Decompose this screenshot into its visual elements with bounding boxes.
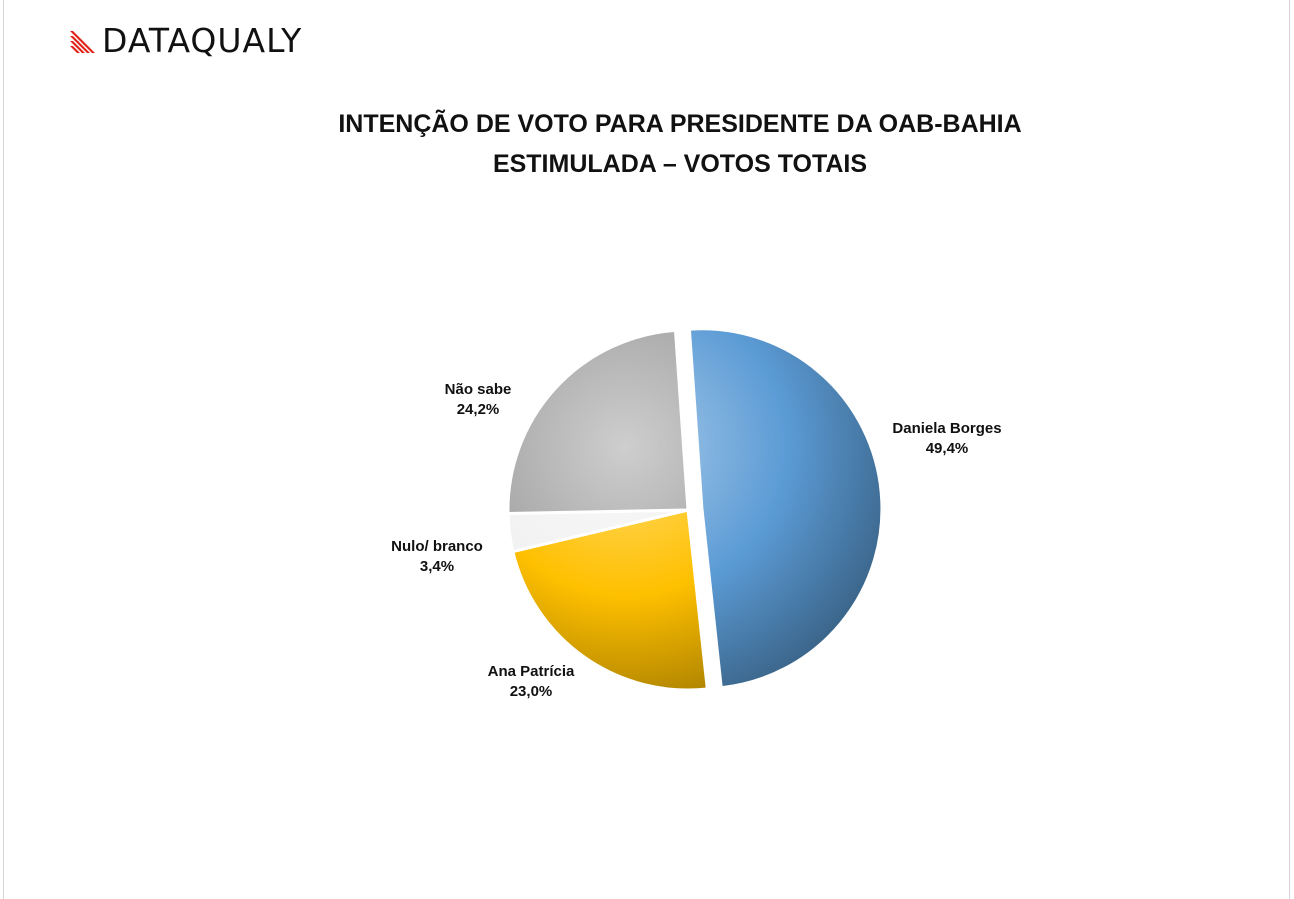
slice-label: Nulo/ branco [391,538,483,555]
slice-label: Ana Patrícia [488,663,575,680]
brand-stripes-icon [70,31,95,53]
pie-slices [506,327,884,692]
page-border-right [1289,0,1290,899]
brand-logo: DATAQUALY [70,20,302,60]
slice-value-label: 23,0% [510,683,553,700]
chart-title: INTENÇÃO DE VOTO PARA PRESIDENTE DA OAB-… [338,110,1022,138]
pie-slice-ana-patr-cia [511,508,709,692]
pie-labels: Daniela Borges 49,4% Ana Patrícia 23,0% Nulo… [391,381,1001,700]
pie-slice-n-o-sabe [506,328,690,516]
slice-label: Não sabe [445,381,512,398]
slice-value-label: 49,4% [926,440,969,457]
slice-label: Daniela Borges [892,420,1001,437]
chart-title-block: INTENÇÃO DE VOTO PARA PRESIDENTE DA OAB-… [0,104,1294,184]
chart-subtitle: ESTIMULADA – VOTOS TOTAIS [492,150,868,178]
brand-name: DATAQUALY [102,20,303,60]
slice-value-label: 3,4% [420,558,454,575]
slice-value-label: 24,2% [457,401,500,418]
page-border-left [3,0,4,899]
pie-slice-daniela-borges [687,327,884,690]
